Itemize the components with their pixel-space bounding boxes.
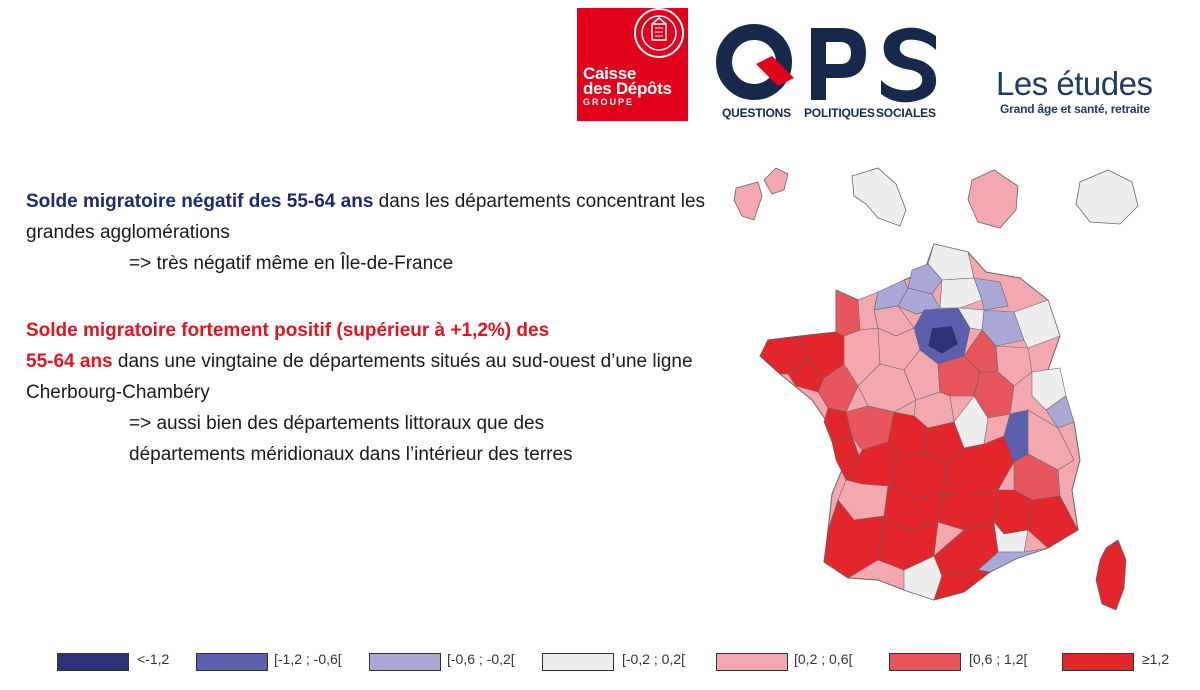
p2-arrow-text-2: départements méridionaux dans l’intérieu…	[129, 444, 573, 465]
zone-landes	[823, 499, 885, 579]
legend-label-5: [0,2 ; 0,6[	[794, 651, 853, 667]
qps-sub-sociales: SOCIALES	[876, 106, 936, 120]
legend-label-7: ≥1,2	[1142, 651, 1170, 667]
p1-bold-text: Solde migratoire négatif des 55-64 ans	[26, 191, 374, 212]
p1-rest-text: dans les départements concentrant les gr…	[26, 191, 706, 243]
zone-haute-marne	[995, 345, 1033, 387]
p2-bold-text-1: Solde migratoire fortement positif (supé…	[26, 320, 550, 341]
les-etudes-logo: Les études Grand âge et santé, retraite	[996, 65, 1153, 117]
legend-swatch-4	[542, 653, 614, 671]
p1-arrow-text: => très négatif même en Île-de-France	[129, 253, 454, 274]
paragraph-positive-balance: Solde migratoire fortement positif (supé…	[26, 315, 746, 470]
etudes-subtitle: Grand âge et santé, retraite	[1000, 102, 1150, 116]
cdc-line1: Caisse	[583, 64, 637, 83]
map-legend: <-1,2 [-1,2 ; -0,6[ [-0,6 ; -0,2[ [-0,2 …	[0, 648, 1200, 678]
p2-bold-text-2: 55-64 ans	[26, 351, 113, 372]
zone-gard	[993, 521, 1029, 553]
legend-label-2: [-1,2 ; -0,6[	[274, 651, 342, 667]
guadeloupe-region	[733, 167, 789, 221]
paragraph-negative-balance: Solde migratoire négatif des 55-64 ans d…	[26, 186, 726, 279]
zone-calvados	[857, 291, 879, 331]
legend-label-1: <-1,2	[137, 651, 170, 667]
legend-label-3: [-0,6 ; -0,2[	[447, 651, 515, 667]
france-departments-map	[733, 167, 1139, 610]
legend-swatch-7	[1062, 653, 1134, 671]
legend-label-4: [-0,2 ; 0,2[	[622, 651, 686, 667]
p2-rest-text: dans une vingtaine de départements situé…	[26, 351, 693, 403]
zone-jura	[1045, 395, 1075, 429]
cdc-line2: des Dépôts	[583, 79, 672, 98]
zone-drome	[993, 489, 1033, 535]
etudes-title: Les études	[996, 65, 1153, 102]
legend-swatch-5	[716, 653, 788, 671]
guyane-region	[967, 169, 1019, 229]
zone-pyrenees-or	[933, 569, 991, 601]
zone-marne	[957, 307, 985, 331]
zone-lorraine	[1013, 299, 1061, 349]
legend-swatch-3	[369, 653, 441, 671]
zone-manche	[835, 289, 861, 337]
zone-aisne	[939, 277, 983, 309]
zone-alpes	[1027, 495, 1079, 549]
martinique-region	[851, 167, 907, 227]
zone-ardennes	[973, 277, 1009, 311]
cdc-groupe: GROUPE	[583, 97, 635, 107]
qps-letters-icon	[716, 24, 937, 103]
reunion-region	[1075, 169, 1139, 225]
cdc-seal-icon	[634, 8, 684, 58]
p2-arrow-text-1: => aussi bien des départements littoraux…	[129, 413, 545, 434]
qps-sub-questions: QUESTIONS	[722, 106, 791, 120]
zone-paris	[927, 325, 959, 355]
zone-ain-savoie	[1027, 409, 1075, 471]
caisse-des-depots-logo: Caisse des Dépôts GROUPE	[577, 8, 688, 121]
qps-logo: QUESTIONS POLITIQUES SOCIALES	[716, 20, 941, 125]
legend-swatch-6	[889, 653, 961, 671]
legend-swatch-1	[57, 653, 129, 671]
qps-sub-politiques: POLITIQUES	[804, 106, 875, 120]
legend-swatch-2	[196, 653, 268, 671]
legend-label-6: [0,6 ; 1,2[	[969, 651, 1028, 667]
corsica-region	[1095, 539, 1127, 610]
